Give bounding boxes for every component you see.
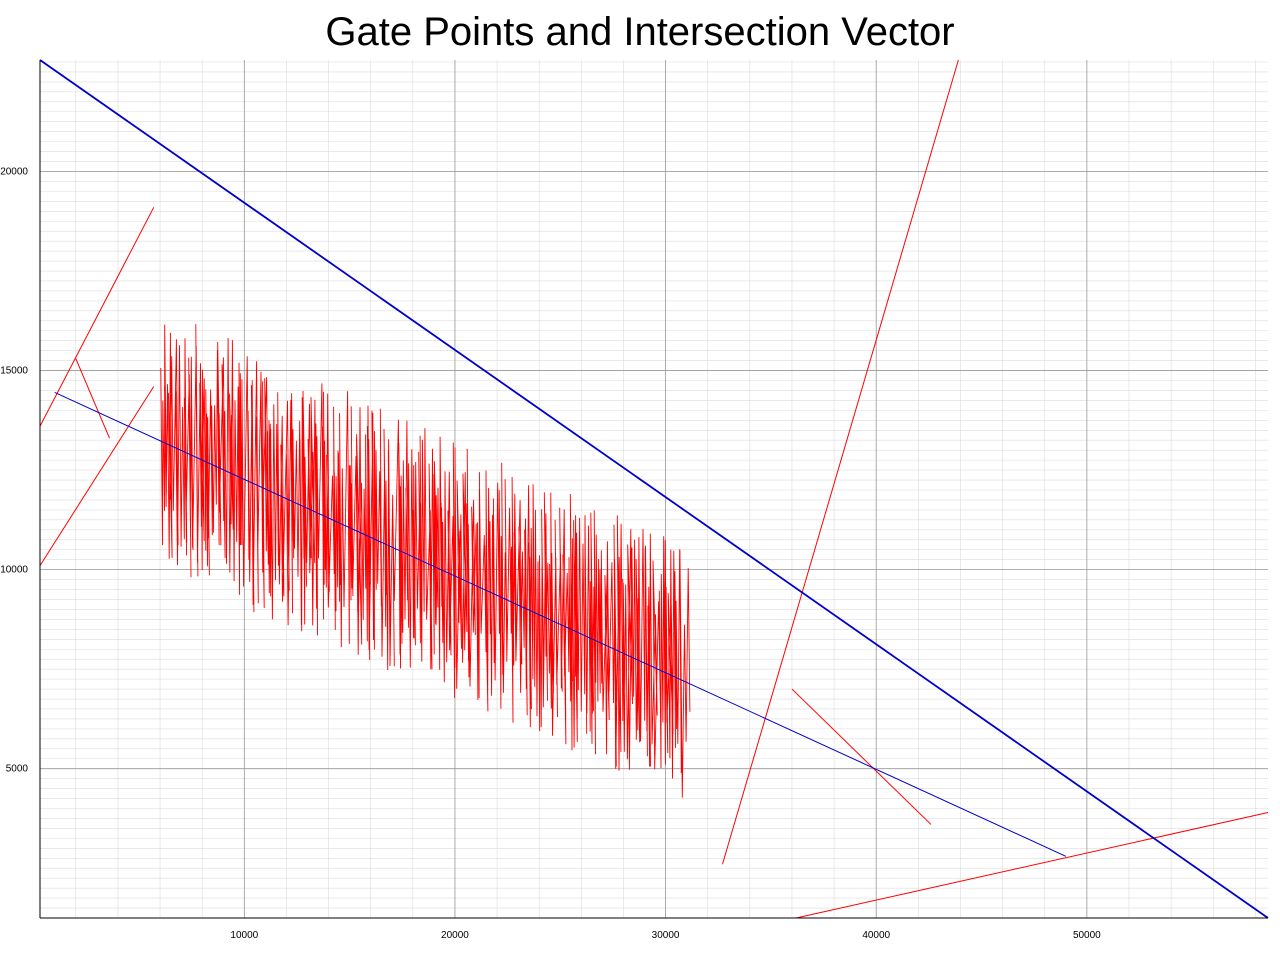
- gate-segment-6: [796, 812, 1269, 919]
- gate-segment-4: [721, 59, 959, 865]
- gate-segment-1: [39, 207, 155, 427]
- axes: [39, 60, 1268, 919]
- intersection-vector-2: [54, 391, 1066, 857]
- y-tick-label: 5000: [6, 764, 29, 775]
- gate-points-line: [160, 324, 691, 798]
- x-tick-label: 50000: [1073, 930, 1101, 941]
- gate-points-scribble: [160, 324, 691, 798]
- x-tick-label: 30000: [652, 930, 680, 941]
- gate-segment-3: [75, 358, 110, 439]
- y-tick-label: 10000: [0, 565, 28, 576]
- y-tick-label: 20000: [0, 166, 28, 177]
- intersection-vector-1: [39, 59, 1269, 919]
- chart-title: Gate Points and Intersection Vector: [325, 10, 955, 54]
- gate-segments: [39, 59, 1269, 919]
- gate-segment-2: [39, 386, 155, 566]
- y-tick-label: 15000: [0, 366, 28, 377]
- x-tick-label: 10000: [230, 930, 258, 941]
- tick-labels: 10000 20000 30000 40000 50000 5000 10000 15000 2…: [0, 166, 1101, 941]
- gate-segment-5: [791, 688, 932, 825]
- intersection-vectors: [39, 59, 1269, 919]
- x-tick-label: 40000: [862, 930, 890, 941]
- x-tick-label: 20000: [441, 930, 469, 941]
